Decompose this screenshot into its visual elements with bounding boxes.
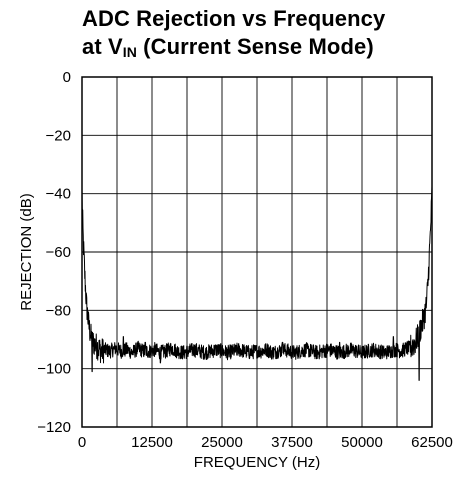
x-tick-label: 50000 xyxy=(341,434,383,451)
x-axis-label: FREQUENCY (Hz) xyxy=(194,454,320,471)
y-tick-label: −80 xyxy=(46,302,71,319)
grid xyxy=(82,77,432,427)
y-axis-ticks: 0 −20 −40 −60 −80 −100 −120 xyxy=(37,69,71,436)
y-tick-label: −40 xyxy=(46,186,71,203)
x-tick-label: 12500 xyxy=(131,434,173,451)
y-tick-label: 0 xyxy=(63,69,71,86)
y-tick-label: −100 xyxy=(37,361,71,378)
y-tick-label: −20 xyxy=(46,127,71,144)
y-tick-label: −60 xyxy=(46,244,71,261)
x-tick-label: 0 xyxy=(78,434,86,451)
x-tick-label: 37500 xyxy=(271,434,313,451)
y-tick-label: −120 xyxy=(37,419,71,436)
x-tick-label: 25000 xyxy=(201,434,243,451)
x-tick-label: 62500 xyxy=(411,434,453,451)
x-axis-ticks: 0 12500 25000 37500 50000 62500 xyxy=(78,434,453,451)
y-axis-label: REJECTION (dB) xyxy=(18,193,35,311)
